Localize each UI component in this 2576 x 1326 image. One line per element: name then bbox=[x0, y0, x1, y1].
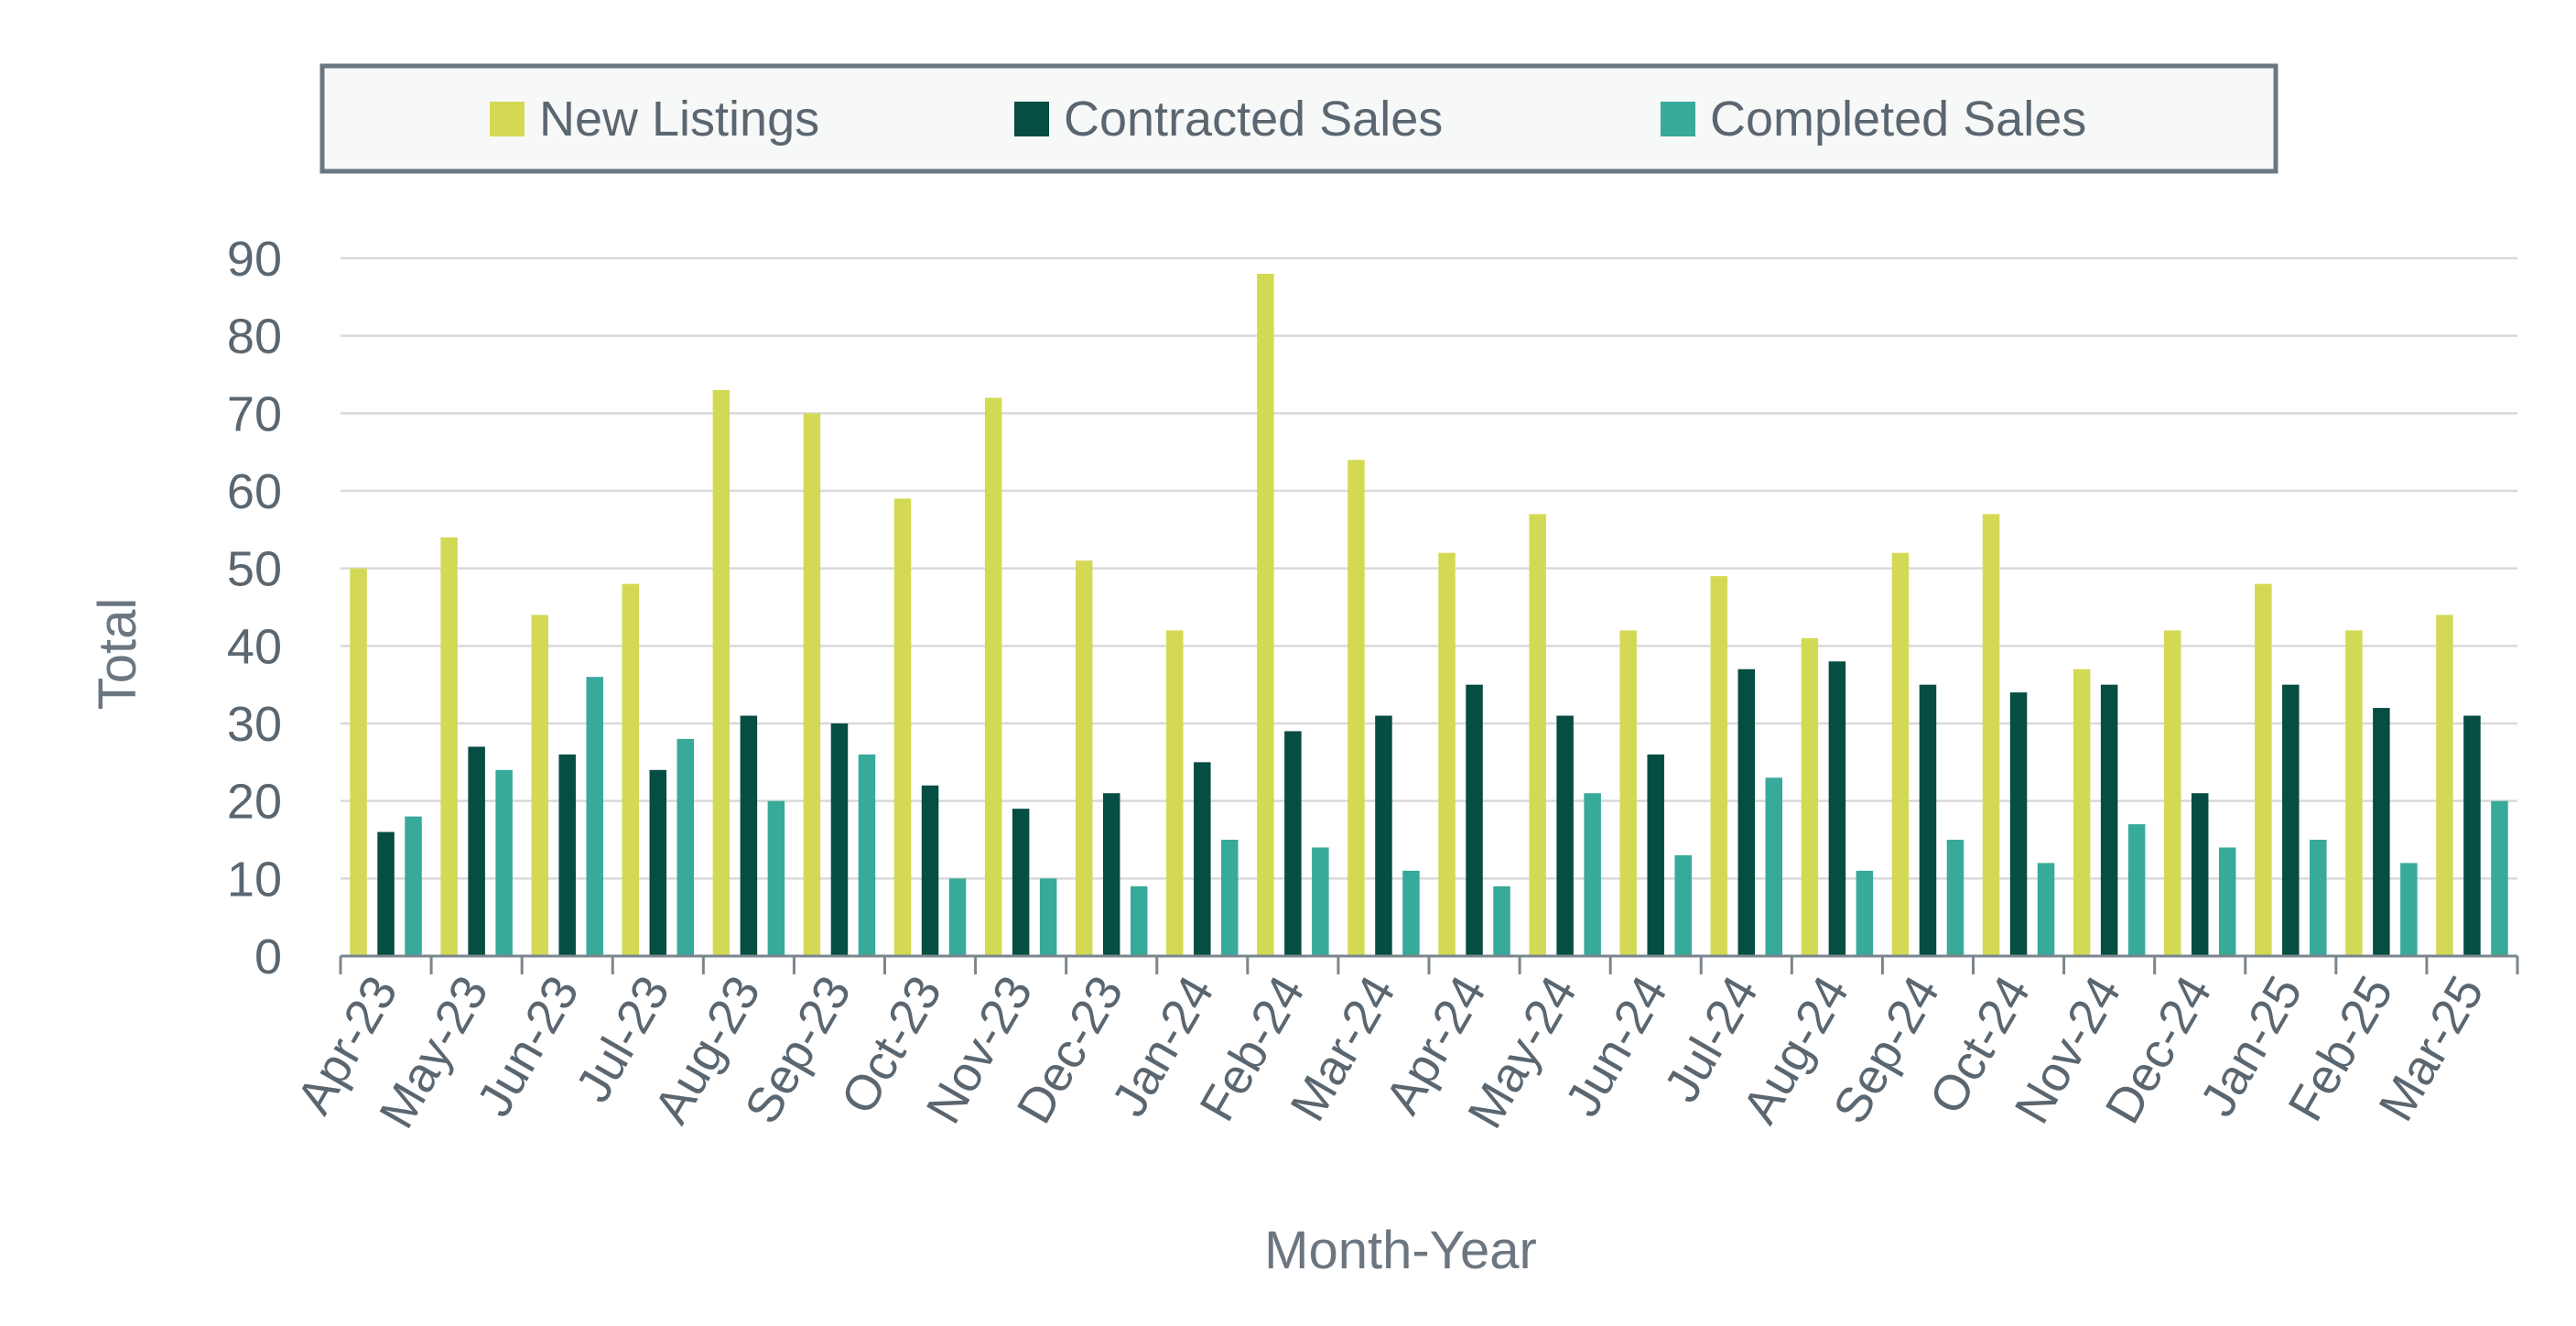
y-axis-title: Total bbox=[88, 598, 147, 711]
bar-new-listings bbox=[2255, 583, 2272, 956]
y-tick-label: 70 bbox=[227, 386, 282, 441]
y-tick-label: 30 bbox=[227, 697, 282, 752]
bar-contracted-sales bbox=[558, 754, 576, 956]
bar-new-listings bbox=[2345, 630, 2363, 956]
bar-completed-sales bbox=[1765, 777, 1783, 956]
bar-new-listings bbox=[1075, 560, 1093, 956]
bar-completed-sales bbox=[1039, 878, 1057, 956]
bar-new-listings bbox=[440, 537, 458, 956]
bar-completed-sales bbox=[2491, 800, 2508, 956]
bar-completed-sales bbox=[767, 800, 785, 956]
y-tick-label: 90 bbox=[227, 232, 282, 287]
bar-new-listings bbox=[712, 389, 731, 956]
bar-completed-sales bbox=[1312, 847, 1329, 956]
bar-new-listings bbox=[2073, 668, 2091, 956]
y-tick-label: 50 bbox=[227, 542, 282, 597]
legend-label: New Listings bbox=[539, 92, 819, 147]
bar-new-listings bbox=[1982, 514, 2000, 956]
bar-completed-sales bbox=[2127, 824, 2146, 956]
bar-contracted-sales bbox=[1375, 715, 1392, 956]
bar-contracted-sales bbox=[2373, 708, 2390, 956]
bar-completed-sales bbox=[1946, 840, 1964, 956]
legend: New Listings Contracted Sales Completed Sa… bbox=[319, 63, 2278, 174]
bar-new-listings bbox=[893, 498, 912, 956]
bar-contracted-sales bbox=[2100, 684, 2118, 956]
legend-swatch bbox=[1014, 102, 1049, 136]
bar-contracted-sales bbox=[1919, 684, 1937, 956]
bar-new-listings bbox=[2163, 630, 2181, 956]
bar-completed-sales bbox=[2037, 863, 2055, 956]
bar-completed-sales bbox=[1674, 854, 1692, 956]
bar-new-listings bbox=[531, 614, 548, 956]
x-axis-title: Month-Year bbox=[1264, 1221, 1537, 1280]
bar-contracted-sales bbox=[740, 715, 758, 956]
bar-contracted-sales bbox=[2191, 793, 2209, 956]
bar-completed-sales bbox=[2310, 840, 2327, 956]
bar-contracted-sales bbox=[1284, 731, 1302, 956]
bar-completed-sales bbox=[1221, 840, 1239, 956]
bar-contracted-sales bbox=[649, 769, 667, 956]
bar-completed-sales bbox=[2400, 863, 2418, 956]
gridlines bbox=[341, 256, 2517, 880]
bar-contracted-sales bbox=[2009, 692, 2028, 956]
bar-new-listings bbox=[803, 413, 821, 957]
bar-new-listings bbox=[622, 583, 640, 956]
bar-contracted-sales bbox=[1466, 684, 1483, 956]
bar-contracted-sales bbox=[1012, 809, 1030, 956]
bar-completed-sales bbox=[405, 816, 422, 956]
legend-label: Contracted Sales bbox=[1064, 92, 1443, 147]
bar-completed-sales bbox=[676, 738, 695, 956]
bar-new-listings bbox=[1710, 576, 1728, 956]
bar-contracted-sales bbox=[1194, 762, 1211, 956]
bar-completed-sales bbox=[495, 769, 513, 956]
bar-new-listings bbox=[1438, 552, 1456, 956]
bar-completed-sales bbox=[2218, 847, 2236, 956]
bar-completed-sales bbox=[1402, 870, 1420, 956]
bar-contracted-sales bbox=[1737, 668, 1756, 956]
bar-new-listings bbox=[1801, 637, 1819, 956]
bar-new-listings bbox=[1348, 460, 1365, 956]
bar-contracted-sales bbox=[468, 746, 485, 956]
bar-completed-sales bbox=[858, 754, 876, 956]
y-tick-label: 20 bbox=[227, 775, 282, 830]
bar-new-listings bbox=[1257, 273, 1274, 956]
bar-new-listings bbox=[1619, 630, 1637, 956]
bar-completed-sales bbox=[1584, 793, 1601, 956]
bar-new-listings bbox=[350, 568, 367, 956]
bar-contracted-sales bbox=[1828, 661, 1846, 956]
legend-swatch bbox=[1661, 102, 1695, 136]
bar-completed-sales bbox=[948, 878, 967, 956]
bar-contracted-sales bbox=[830, 723, 849, 956]
bar-contracted-sales bbox=[1647, 754, 1664, 956]
bar-contracted-sales bbox=[1102, 793, 1120, 956]
bar-completed-sales bbox=[1856, 870, 1874, 956]
legend-label: Completed Sales bbox=[1710, 92, 2086, 147]
y-tick-label: 10 bbox=[227, 852, 282, 907]
bar-new-listings bbox=[1529, 514, 1546, 956]
bar-new-listings bbox=[1891, 552, 1910, 956]
y-tick-label: 80 bbox=[227, 310, 282, 364]
bar-new-listings bbox=[1166, 630, 1184, 956]
bar-contracted-sales bbox=[377, 831, 395, 956]
bar-new-listings bbox=[984, 397, 1002, 956]
legend-box bbox=[319, 63, 2278, 174]
bar-contracted-sales bbox=[1556, 715, 1574, 956]
bar-contracted-sales bbox=[921, 785, 939, 956]
bar-contracted-sales bbox=[2463, 715, 2481, 956]
y-tick-label: 0 bbox=[254, 929, 282, 984]
bar-new-listings bbox=[2436, 614, 2453, 956]
bar-completed-sales bbox=[1130, 886, 1148, 956]
bar-contracted-sales bbox=[2282, 684, 2300, 956]
y-tick-label: 60 bbox=[227, 464, 282, 519]
bars bbox=[350, 273, 2508, 957]
y-tick-label: 40 bbox=[227, 619, 282, 674]
bar-completed-sales bbox=[1493, 886, 1510, 956]
bar-completed-sales bbox=[586, 677, 603, 956]
legend-swatch bbox=[490, 102, 525, 136]
